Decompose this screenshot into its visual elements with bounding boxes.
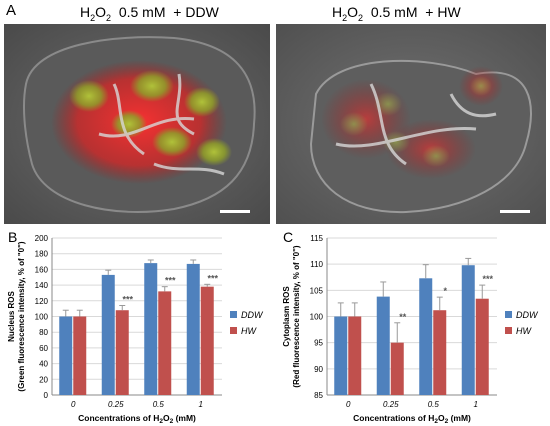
- bar-hw: [390, 342, 404, 395]
- y-tick-label: 40: [39, 360, 48, 369]
- x-tick-label: 0.5: [428, 400, 440, 409]
- y-tick-label: 95: [314, 339, 323, 348]
- y-tick-label: 115: [310, 234, 323, 243]
- panel-letter: C: [283, 229, 293, 245]
- x-axis-label: Concentrations of H2O2 (mM): [353, 413, 471, 425]
- y-tick-label: 100: [310, 313, 324, 322]
- legend-swatch-hw: [505, 327, 512, 334]
- micrograph-ddw: [4, 24, 270, 224]
- bar-ddw: [59, 316, 73, 395]
- y-axis-label-line1: Cytoplasm ROS: [282, 286, 291, 347]
- significance-marker: **: [399, 312, 407, 322]
- chart-panel-c: C 85 90 95 100 105 110 115 0 ** 0.25 * 0.5 *** 1 Cytopl…: [282, 229, 539, 425]
- bar-hw: [433, 310, 447, 395]
- legend-swatch-ddw: [505, 311, 512, 318]
- y-tick-label: 110: [310, 260, 323, 269]
- right-image-title: H2O2 0.5 mM + HW: [332, 4, 461, 23]
- bar-ddw: [419, 278, 433, 395]
- y-axis-label: Cytoplasm ROS (Red fluorescence intensity…: [282, 245, 301, 387]
- x-tick-label: 0: [71, 400, 76, 409]
- bar-hw: [115, 310, 129, 395]
- x-tick-label: 0.25: [108, 400, 124, 409]
- bar-hw: [200, 286, 214, 395]
- y-tick-label: 120: [35, 297, 49, 306]
- y-tick-label: 20: [39, 375, 48, 384]
- bar-ddw: [376, 296, 390, 395]
- bar-ddw: [461, 265, 475, 395]
- legend-label-ddw: DDW: [241, 310, 264, 320]
- significance-marker: ***: [482, 274, 493, 284]
- y-tick-label: 100: [35, 313, 49, 322]
- micrograph-hw: [276, 24, 546, 224]
- y-tick-label: 90: [314, 365, 323, 374]
- y-tick-label: 140: [35, 281, 49, 290]
- y-tick-label: 60: [39, 344, 48, 353]
- chart-panel-b: B 0 20 40 60 80 100 120 140 160 180 200 0 *** 0.25 *** 0…: [7, 229, 264, 425]
- y-tick-label: 85: [314, 391, 323, 400]
- y-axis-label-line2: (Red fluorescence intensity, % of "0"): [292, 245, 301, 387]
- significance-marker: ***: [207, 273, 218, 283]
- legend-swatch-hw: [230, 327, 237, 334]
- bar-hw: [475, 298, 489, 395]
- bar-hw: [158, 291, 172, 395]
- panel-a-letter: A: [6, 2, 17, 19]
- bar-hw: [73, 316, 87, 395]
- bar-ddw: [144, 263, 158, 395]
- y-tick-label: 105: [310, 286, 324, 295]
- y-tick-label: 160: [35, 265, 49, 274]
- y-axis-label-line1: Nucleus ROS: [7, 291, 16, 342]
- bar-ddw: [334, 316, 348, 395]
- y-tick-label: 0: [44, 391, 49, 400]
- x-tick-label: 0: [346, 400, 351, 409]
- y-tick-label: 180: [35, 250, 49, 259]
- y-tick-label: 80: [39, 328, 48, 337]
- significance-marker: ***: [165, 276, 176, 286]
- x-tick-label: 0.5: [153, 400, 165, 409]
- bar-ddw: [101, 274, 115, 395]
- bar-hw: [348, 316, 362, 395]
- y-axis-label-line2: (Green fluorescence intensity, % of "0"): [17, 241, 26, 391]
- x-tick-label: 1: [199, 400, 203, 409]
- left-image-title: H2O2 0.5 mM + DDW: [80, 4, 219, 23]
- bar-ddw: [186, 263, 200, 395]
- panel-letter: B: [8, 229, 17, 245]
- legend-label-hw: HW: [241, 326, 257, 336]
- x-tick-label: 0.25: [383, 400, 399, 409]
- y-tick-label: 200: [35, 234, 49, 243]
- legend-swatch-ddw: [230, 311, 237, 318]
- legend-label-ddw: DDW: [516, 310, 539, 320]
- significance-marker: *: [443, 286, 447, 296]
- x-axis-label: Concentrations of H2O2 (mM): [78, 413, 196, 425]
- significance-marker: ***: [122, 295, 133, 305]
- x-tick-label: 1: [474, 400, 478, 409]
- y-axis-label: Nucleus ROS (Green fluorescence intensity…: [7, 241, 26, 391]
- legend-label-hw: HW: [516, 326, 532, 336]
